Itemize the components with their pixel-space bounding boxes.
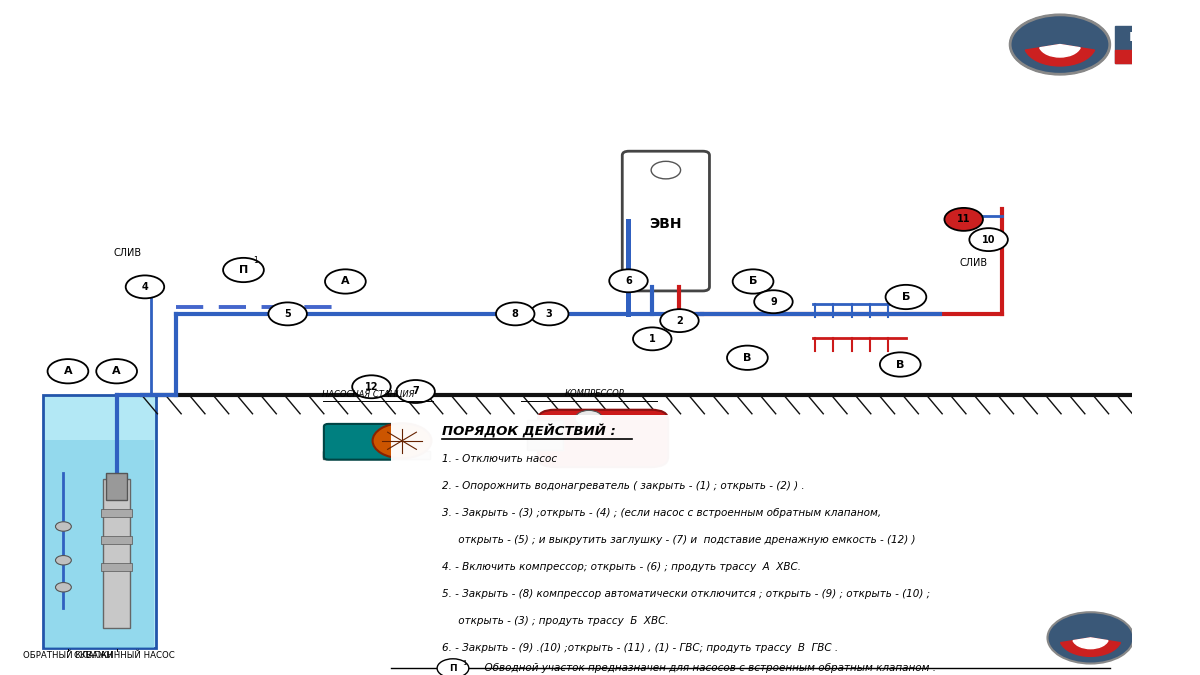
Text: 10: 10 xyxy=(982,235,995,244)
Text: 7: 7 xyxy=(413,387,419,396)
Text: 2. - Опорожнить водонагреватель ( закрыть - (1) ; открыть - (2) ) .: 2. - Опорожнить водонагреватель ( закрыт… xyxy=(442,481,804,491)
Text: Б: Б xyxy=(749,277,757,286)
Circle shape xyxy=(96,359,137,383)
Circle shape xyxy=(970,228,1008,251)
Text: 1. - Отключить насос: 1. - Отключить насос xyxy=(442,454,557,464)
Circle shape xyxy=(223,258,264,282)
Text: открыть - (3) ; продуть трассу  Б  ХВС.: открыть - (3) ; продуть трассу Б ХВС. xyxy=(442,616,668,626)
Circle shape xyxy=(530,302,569,325)
Circle shape xyxy=(1048,612,1134,664)
Text: П: П xyxy=(239,265,248,275)
Text: ЭВН: ЭВН xyxy=(649,217,682,231)
Text: открыть - (5) ; и выкрутить заглушку - (7) и  подставие дренажную емкость - (12): открыть - (5) ; и выкрутить заглушку - (… xyxy=(442,535,916,545)
Text: 3. - Закрыть - (3) ;открыть - (4) ; (если насос с встроенным обратным клапаном,: 3. - Закрыть - (3) ;открыть - (4) ; (есл… xyxy=(442,508,881,518)
Circle shape xyxy=(55,522,71,531)
Circle shape xyxy=(437,659,469,675)
Text: 1: 1 xyxy=(253,256,258,265)
Text: А: А xyxy=(341,277,349,286)
Text: СЛИВ: СЛИВ xyxy=(114,248,142,258)
Text: ОБРАТНЫЙ КЛАПАН: ОБРАТНЫЙ КЛАПАН xyxy=(23,651,113,660)
Text: ПОРЯДОК ДЕЙСТВИЙ :: ПОРЯДОК ДЕЙСТВИЙ : xyxy=(442,423,616,437)
Text: СЛИВ: СЛИВ xyxy=(960,259,988,268)
Text: В: В xyxy=(896,360,905,369)
Circle shape xyxy=(660,309,698,332)
Circle shape xyxy=(652,161,680,179)
Bar xyxy=(391,415,1110,668)
Wedge shape xyxy=(1039,45,1080,57)
Circle shape xyxy=(1010,15,1110,74)
Circle shape xyxy=(269,302,307,325)
Circle shape xyxy=(944,208,983,231)
Text: ВОДОПАД: ВОДОПАД xyxy=(1129,30,1200,43)
Circle shape xyxy=(634,327,672,350)
Text: А: А xyxy=(64,367,72,376)
Text: 1: 1 xyxy=(462,659,467,666)
FancyBboxPatch shape xyxy=(623,151,709,291)
Circle shape xyxy=(352,375,391,398)
Text: КОМПРЕССОР: КОМПРЕССОР xyxy=(565,389,624,398)
Text: 4. - Включить компрессор; открыть - (6) ; продуть трассу  A  ХВС.: 4. - Включить компрессор; открыть - (6) … xyxy=(442,562,800,572)
Text: В: В xyxy=(743,353,751,362)
Circle shape xyxy=(496,302,534,325)
Bar xyxy=(323,451,431,459)
Text: 12: 12 xyxy=(365,382,378,391)
Wedge shape xyxy=(1010,15,1110,74)
Circle shape xyxy=(886,285,926,309)
Bar xyxy=(43,395,156,648)
Wedge shape xyxy=(1061,638,1121,656)
Circle shape xyxy=(575,410,602,427)
Circle shape xyxy=(396,380,434,403)
Circle shape xyxy=(727,346,768,370)
Bar xyxy=(103,479,131,628)
Text: 1: 1 xyxy=(649,334,655,344)
Bar xyxy=(101,509,132,517)
Text: 8: 8 xyxy=(512,309,518,319)
Text: 2: 2 xyxy=(676,316,683,325)
Text: 4: 4 xyxy=(142,282,149,292)
Circle shape xyxy=(55,583,71,592)
Bar xyxy=(527,420,563,450)
Text: СКВАЖИННЫЙ НАСОС: СКВАЖИННЫЙ НАСОС xyxy=(74,651,175,660)
Text: 5: 5 xyxy=(284,309,292,319)
Circle shape xyxy=(126,275,164,298)
Bar xyxy=(101,536,132,544)
Text: 6: 6 xyxy=(625,276,632,286)
Text: Б: Б xyxy=(901,292,910,302)
Bar xyxy=(46,441,154,648)
Text: 6. - Закрыть - (9) .(10) ;открыть - (11) , (1) - ГВС; продуть трассу  В  ГВС .: 6. - Закрыть - (9) .(10) ;открыть - (11)… xyxy=(442,643,838,653)
FancyBboxPatch shape xyxy=(538,410,668,467)
Bar xyxy=(1116,50,1200,63)
Circle shape xyxy=(55,556,71,565)
Text: 3: 3 xyxy=(546,309,552,319)
Wedge shape xyxy=(1025,45,1094,66)
Circle shape xyxy=(880,352,920,377)
Text: ГРУППА КОМПАНИЙ: ГРУППА КОМПАНИЙ xyxy=(1134,54,1200,59)
Circle shape xyxy=(372,423,432,458)
Text: 9: 9 xyxy=(770,297,776,306)
Text: 5. - Закрыть - (8) компрессор автоматически отключится ; открыть - (9) ; открыть: 5. - Закрыть - (8) компрессор автоматиче… xyxy=(442,589,930,599)
Text: 11: 11 xyxy=(956,215,971,224)
Text: П: П xyxy=(449,664,457,673)
Bar xyxy=(101,563,132,571)
Text: А: А xyxy=(113,367,121,376)
Text: – Обводной участок предназначен для насосов с встроенным обратным клапаном .: – Обводной участок предназначен для насо… xyxy=(475,664,936,673)
FancyBboxPatch shape xyxy=(324,424,395,460)
Circle shape xyxy=(733,269,774,294)
Text: НАСОСНАЯ СТАНЦИЯ: НАСОСНАЯ СТАНЦИЯ xyxy=(322,389,414,398)
Bar xyxy=(107,472,127,499)
Circle shape xyxy=(610,269,648,292)
Bar xyxy=(1116,26,1200,63)
Circle shape xyxy=(325,269,366,294)
Wedge shape xyxy=(1073,638,1108,649)
Circle shape xyxy=(48,359,89,383)
Circle shape xyxy=(754,290,793,313)
